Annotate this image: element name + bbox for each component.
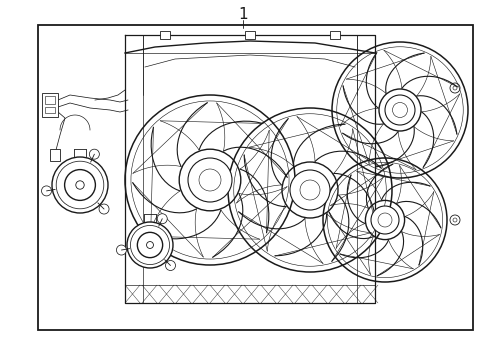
Bar <box>42 93 58 117</box>
Circle shape <box>187 158 231 202</box>
Bar <box>329 31 339 39</box>
Bar <box>244 31 254 39</box>
Circle shape <box>52 157 108 213</box>
Text: 1: 1 <box>238 6 247 22</box>
Circle shape <box>127 222 173 268</box>
Circle shape <box>116 245 126 255</box>
Circle shape <box>299 180 319 200</box>
Bar <box>45 96 55 104</box>
Circle shape <box>377 213 391 227</box>
Circle shape <box>370 206 398 234</box>
Circle shape <box>41 186 51 196</box>
Circle shape <box>289 170 329 210</box>
Circle shape <box>392 103 407 117</box>
Bar <box>50 149 60 161</box>
Circle shape <box>89 149 99 159</box>
Circle shape <box>165 261 175 270</box>
Circle shape <box>157 214 167 224</box>
Circle shape <box>137 232 163 258</box>
Circle shape <box>199 169 221 191</box>
Bar <box>160 31 170 39</box>
Circle shape <box>384 95 414 125</box>
Bar <box>45 107 55 113</box>
Circle shape <box>99 204 109 214</box>
Bar <box>38 25 472 330</box>
Circle shape <box>64 170 95 201</box>
